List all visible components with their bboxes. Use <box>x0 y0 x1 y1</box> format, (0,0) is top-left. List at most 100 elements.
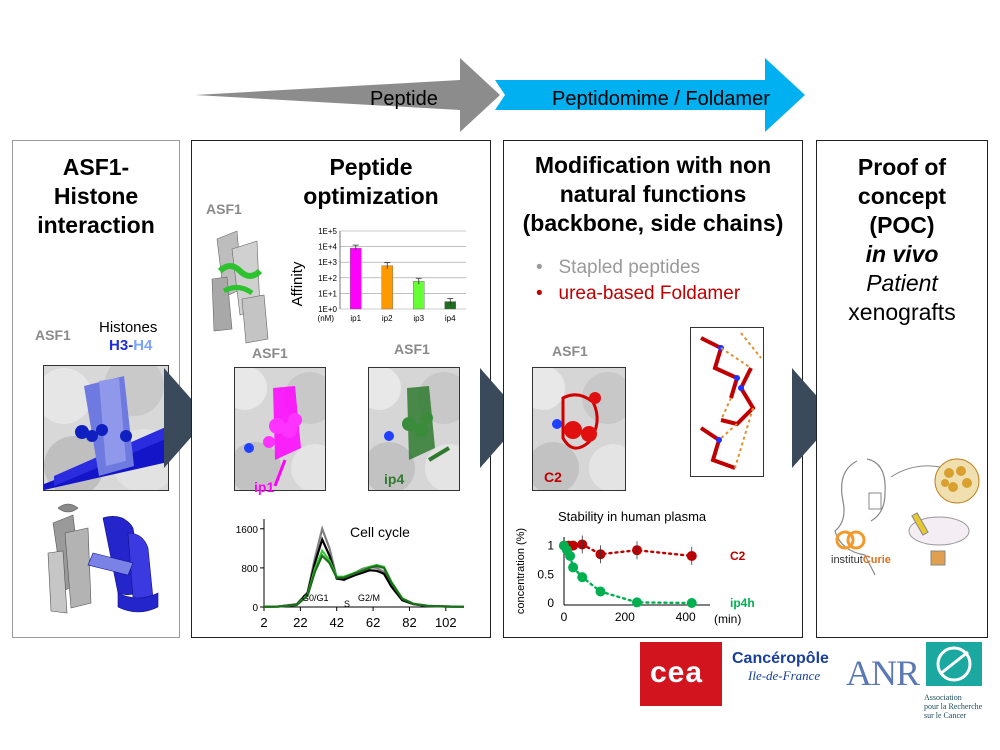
arc-text-line-1: Association <box>924 693 962 702</box>
peptide-arrow-label: Peptide <box>370 88 438 110</box>
cellcycle-annotation-s: S <box>344 599 350 609</box>
poc-text: Proof of concept (POC) in vivo Patient x… <box>817 153 987 327</box>
poc-line-5: Patient <box>866 270 938 296</box>
h3-label: H3 <box>109 337 129 354</box>
plasma-data-point <box>577 572 588 583</box>
asf1-histone-surface-image <box>43 365 169 491</box>
curie-word-2: Curie <box>862 554 891 566</box>
plasma-series-label: C2 <box>730 549 746 563</box>
panel-3-title: Modification with non natural functions … <box>522 152 784 236</box>
poc-line-4: in vivo <box>865 241 939 267</box>
affinity-xtick-label: ip2 <box>382 314 393 323</box>
plasma-data-point <box>632 597 642 608</box>
ip1-label: ip1 <box>254 479 275 495</box>
affinity-bar <box>350 247 362 310</box>
cellcycle-series-line <box>263 553 465 608</box>
asf1-left-label: ASF1 <box>252 345 288 361</box>
foldamer-structure-image <box>690 327 764 477</box>
chevron-arrow-3 <box>792 368 836 468</box>
poc-line-6: xenografts <box>848 299 956 325</box>
canceropole-logo: Cancéropôle Ile-de-France <box>732 650 838 694</box>
h3-h4-label: H3-H4 <box>109 337 152 354</box>
plasma-xlabel: (min) <box>714 612 741 626</box>
arc-text: Association pour la Recherche sur le Can… <box>924 693 988 720</box>
affinity-xtick-label: ip1 <box>350 314 361 323</box>
institut-curie-logo: institutCurie <box>831 529 891 566</box>
panel-2-title: Peptide optimization <box>303 154 439 209</box>
bullet-text: Stapled peptides <box>558 257 701 278</box>
panel-modification: Modification with non natural functions … <box>503 140 803 638</box>
cellcycle-ytick-label: 1600 <box>236 525 259 536</box>
c2-label: C2 <box>544 469 562 485</box>
poc-line-3: (POC) <box>869 212 935 238</box>
plasma-data-point <box>595 586 606 597</box>
anr-logo: ANR <box>846 653 920 693</box>
panel-asf1-histone: ASF1- Histone interaction ASF1 Histones … <box>12 140 180 638</box>
plasma-data-point <box>686 598 697 608</box>
cellcycle-xtick-label: 22 <box>293 615 307 630</box>
cellcycle-xtick-label: 2 <box>260 615 267 630</box>
affinity-bar <box>381 265 393 310</box>
affinity-ytick-label: 1E+5 <box>318 227 337 236</box>
plasma-title: Stability in human plasma <box>558 509 707 524</box>
h4-label: H4 <box>133 337 153 354</box>
cellcycle-xtick-label: 102 <box>435 615 457 630</box>
xenograft-illustration <box>834 458 980 576</box>
plasma-series-label: ip4h <box>730 596 755 610</box>
affinity-bar <box>413 281 425 310</box>
chevron-arrow-2 <box>480 368 524 468</box>
asf1-top-label: ASF1 <box>206 201 242 217</box>
plasma-ytick-label: 1 <box>547 539 554 553</box>
plasma-xtick-label: 0 <box>561 610 568 624</box>
asf1-ribbon-image <box>211 230 269 344</box>
cellcycle-title: Cell cycle <box>350 524 410 540</box>
affinity-unit-label: (nM) <box>318 314 335 323</box>
curie-wordmark: institutCurie <box>831 554 891 566</box>
asf1-right-label: ASF1 <box>394 341 430 357</box>
cellcycle-annotation-g2m: G2/M <box>358 593 380 603</box>
cea-logo: cea <box>640 642 722 706</box>
asf1-label: ASF1 <box>552 343 588 359</box>
affinity-ytick-label: 1E+0 <box>318 305 337 314</box>
plasma-ytick-label: 0.5 <box>537 567 554 581</box>
plasma-ytick-label: 0 <box>547 596 554 610</box>
peptidomimetic-arrow-label: Peptidomime / Foldamer <box>552 88 770 110</box>
affinity-ytick-label: 1E+1 <box>318 289 337 298</box>
affinity-bar-chart: 1E+0 1E+1 1E+2 1E+3 1E+4 1E+5 Affinity (nM) ip1 i… <box>289 227 466 323</box>
panel-proof-of-concept: Proof of concept (POC) in vivo Patient x… <box>816 140 988 638</box>
canceropole-name: Cancéropôle <box>732 650 829 667</box>
canceropole-region: Ile-de-France <box>748 668 821 683</box>
ip4-label: ip4 <box>384 471 405 487</box>
plasma-ylabel: concentration (%) <box>515 528 527 614</box>
affinity-ytick-label: 1E+4 <box>318 243 337 252</box>
plasma-xtick-label: 400 <box>676 610 696 624</box>
plasma-data-point <box>565 550 576 561</box>
arc-text-line-2: pour la Recherche <box>924 702 983 711</box>
poc-line-1: Proof of <box>857 154 947 180</box>
cellcycle-xtick-label: 42 <box>329 615 343 630</box>
panel-peptide-optimization: Peptide optimization ASF1 1E+0 1E+1 1E+2 1E… <box>191 140 491 638</box>
asf1-histone-ribbon-image <box>33 493 173 633</box>
histones-label: Histones <box>99 319 158 336</box>
bullet-stapled-peptides: • Stapled peptides <box>536 257 701 278</box>
ip1-complex-image <box>234 367 326 491</box>
c2-complex-image <box>532 367 626 491</box>
arc-text-line-3: sur le Cancer <box>924 711 967 720</box>
plasma-data-point <box>568 562 579 573</box>
chevron-arrow-1 <box>164 368 208 468</box>
affinity-ytick-label: 1E+3 <box>318 258 337 267</box>
plasma-stability-chart: Stability in human plasma 0 0.5 1 0 200 400 con… <box>515 509 755 626</box>
cea-wordmark: cea <box>650 656 704 689</box>
cellcycle-xtick-label: 82 <box>402 615 416 630</box>
cellcycle-annotation-g0g1: G0/G1 <box>302 593 329 603</box>
cellcycle-xtick-label: 62 <box>366 615 380 630</box>
arc-emblem-icon <box>926 642 982 686</box>
ip4-complex-image <box>368 367 460 491</box>
affinity-xtick-label: ip3 <box>413 314 424 323</box>
asf1-label: ASF1 <box>35 327 71 343</box>
workflow-arrows <box>195 58 805 132</box>
plasma-xtick-label: 200 <box>615 610 635 624</box>
arc-logo: Association pour la Recherche sur le Can… <box>924 640 988 740</box>
affinity-ylabel: Affinity <box>289 261 306 306</box>
